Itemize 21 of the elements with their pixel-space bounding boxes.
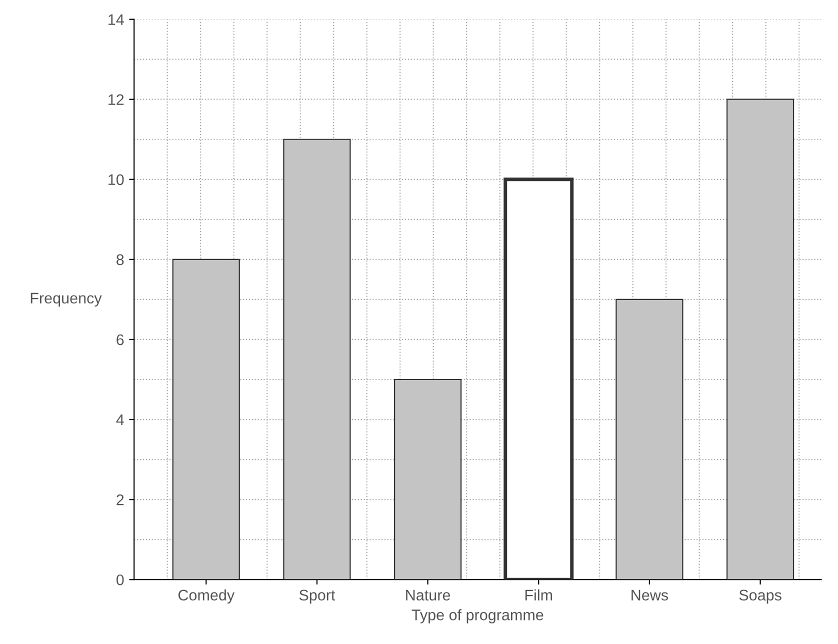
x-tick-label: News (632, 590, 668, 601)
y-tick-label: 14 (108, 14, 124, 25)
y-tick-label: 4 (116, 414, 124, 426)
x-tick-label: Nature (406, 590, 450, 601)
y-axis-title: Frequency (30, 292, 102, 307)
x-tick-label: Sport (299, 590, 336, 604)
bar (172, 258, 240, 580)
x-tick-label: Film (525, 589, 552, 600)
bar (616, 298, 684, 580)
y-tick-label: 8 (116, 254, 124, 266)
x-axis-title: Type of programme (412, 609, 544, 624)
bar (283, 138, 351, 580)
y-tick-label: 12 (108, 94, 124, 105)
bar (726, 98, 794, 580)
y-tick-label: 6 (116, 334, 124, 346)
y-tick-label: 2 (116, 494, 124, 506)
y-tick-label: 10 (108, 174, 124, 186)
x-tick-label: Comedy (178, 589, 235, 604)
y-tick-label: 0 (116, 574, 124, 586)
bar (394, 378, 462, 580)
x-tick-label: Soaps (739, 590, 782, 604)
